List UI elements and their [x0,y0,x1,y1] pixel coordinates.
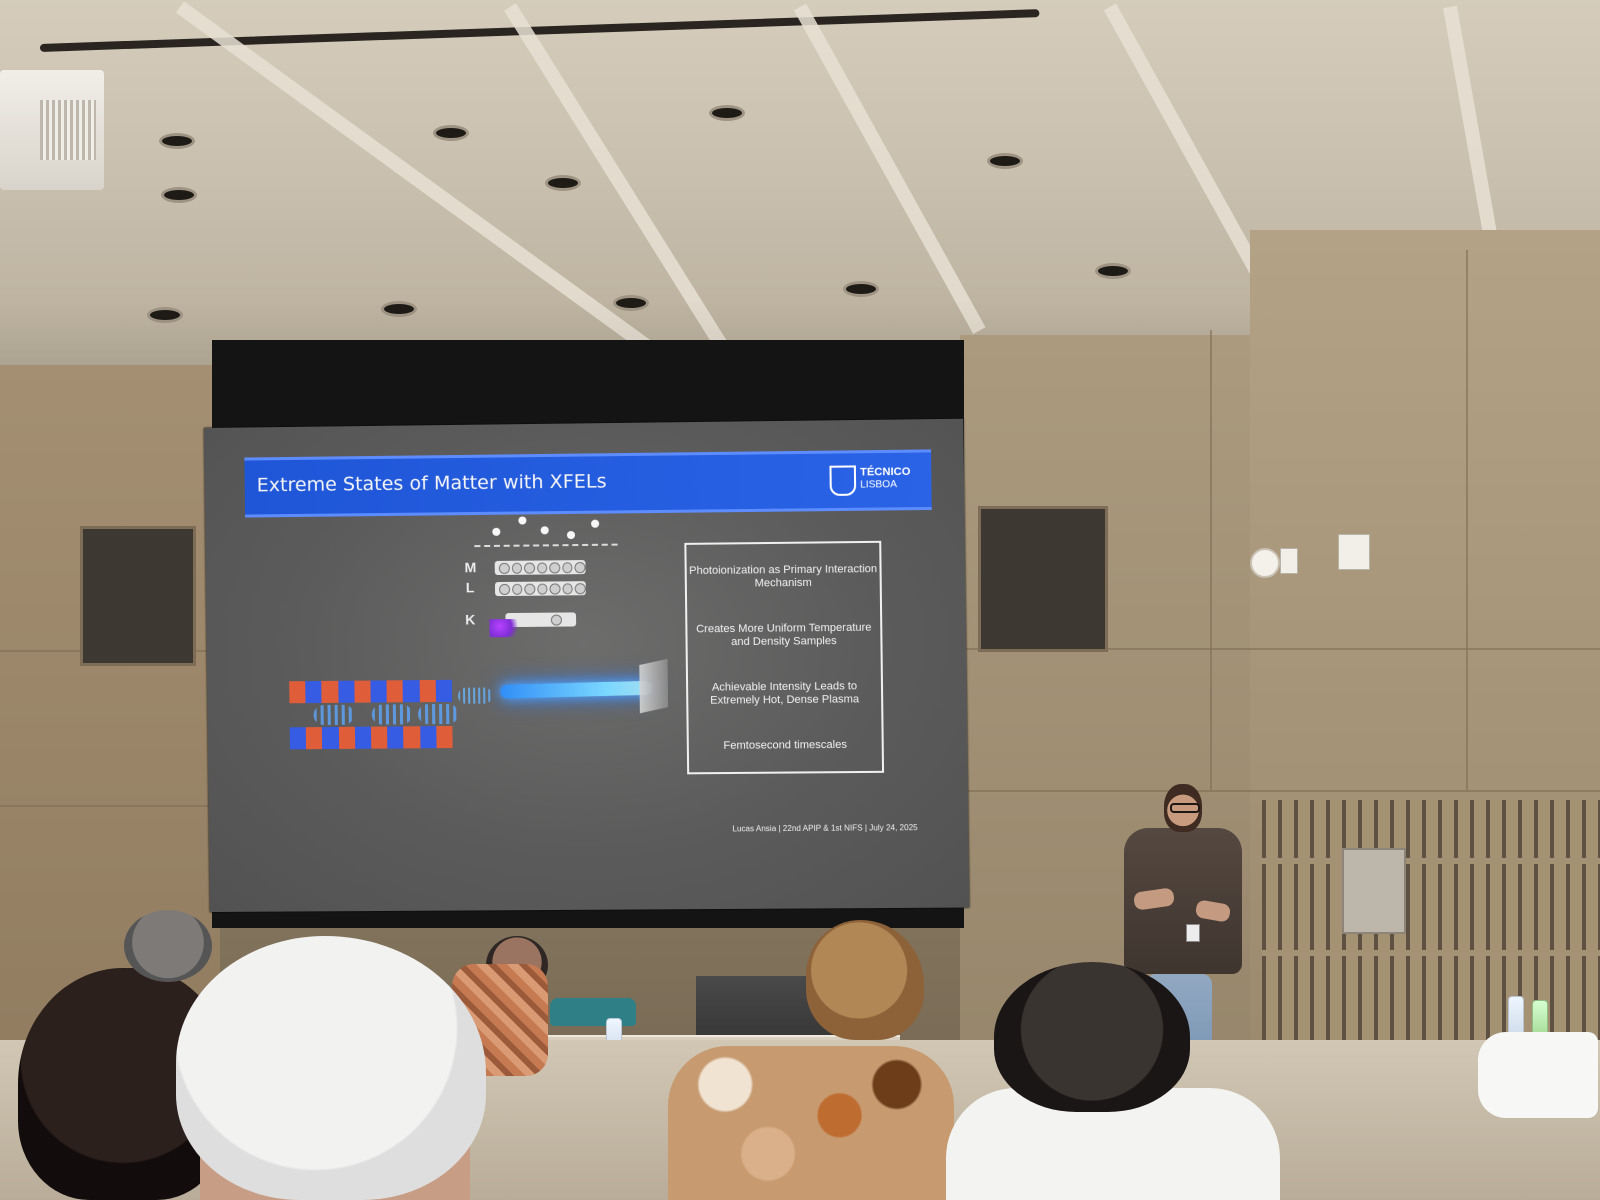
bullet-text: Achievable Intensity Leads to Extremely … [710,680,860,707]
target-sample [639,658,669,714]
electron-circle [511,562,523,574]
ceiling-light [548,178,578,188]
wall-device [1280,548,1298,574]
bullet-box: Photoionization as Primary Interaction M… [684,540,885,775]
wall-clock [1250,548,1280,578]
electron-circle [524,562,535,574]
electron-dot [540,526,549,535]
wave-icon [313,704,354,726]
bullet-text: Creates More Uniform Temperature and Den… [696,621,872,649]
electron-circle [574,561,586,573]
wall-panel-line [1210,330,1212,790]
undulator-bottom-row [289,725,453,750]
wave-icon [417,703,459,725]
xray-wave-icon [457,687,493,704]
xray-photon-icon [489,618,524,638]
audience-member-grey-hair [124,910,212,982]
presenter-badge [1186,924,1200,942]
shell-label-k: K [465,611,476,628]
undulator-diagram [289,674,459,750]
wave-icon [371,704,413,725]
electron-circle [498,562,510,574]
slide-title: Extreme States of Matter with XFELs [256,470,607,497]
ceiling [0,0,1600,418]
undulator-top-row [289,679,453,704]
electron-dot [566,530,576,540]
ceiling-beam [1443,5,1503,265]
electron-circle [498,583,510,595]
audience-member-curly-hair [806,920,924,1040]
wall-control-panel [1342,848,1406,934]
wall-speaker-right [978,506,1108,652]
electron-circle [562,582,574,594]
electron-circle [511,583,523,595]
electron-circle [536,561,548,574]
ceiling-light [990,156,1020,166]
electron-shell-m [494,560,586,576]
logo-text-secondary: LISBOA [860,479,898,491]
glasses-icon [1170,803,1200,813]
ceiling-beam [793,3,986,335]
projector-vent [40,100,96,160]
vacuum-level-line [474,543,618,548]
electron-circle [550,614,563,626]
logo-text-primary: TÉCNICO [859,465,911,479]
shield-icon [829,465,857,496]
wall-panel-line [1466,250,1468,790]
wall-speaker-left [80,526,196,666]
wall-panel-line [960,790,1600,792]
wall-device [1338,534,1370,570]
electron-circle [524,583,536,595]
wall-panel-line [0,805,220,807]
electron-dot [492,527,501,536]
wall-slats [1262,800,1600,1040]
electron-circle [575,582,586,594]
audience-member-right [1478,1032,1598,1118]
projector [0,70,104,190]
slide-footer: Lucas Ansia | 22nd APIP & 1st NIFS | Jul… [732,823,918,834]
ceiling-light [1098,266,1128,276]
chair [550,998,636,1026]
ceiling-light [616,298,646,308]
ceiling-light [162,136,192,146]
xray-beam [500,680,652,699]
ceiling-light [846,284,876,294]
electron-dot [518,516,527,525]
bullet-text: Photoionization as Primary Interaction M… [689,563,878,590]
wall-panel-line [960,648,1600,650]
bullet-text: Femtosecond timescales [723,738,848,752]
ceiling-light [712,108,742,118]
audience-member-dark-hair [994,962,1190,1112]
projection-screen: Extreme States of Matter with XFELs TÉCN… [204,418,970,913]
electron-circle [549,582,561,595]
electron-shell-l [494,581,586,597]
electron-circle [537,583,548,595]
electron-circle [549,561,561,573]
audience-member-white-hair [176,936,486,1200]
electron-dot [591,519,600,528]
ceiling-light [384,304,414,314]
ceiling-light [164,190,194,200]
slide-header: Extreme States of Matter with XFELs TÉCN… [244,449,932,518]
electron-circle [562,561,573,573]
audience-member-patterned-shirt [668,1046,954,1200]
shell-label-m: M [464,559,477,576]
shell-label-l: L [465,579,475,596]
ceiling-light [150,310,180,320]
ceiling-light [436,128,466,138]
tecnico-logo: TÉCNICO LISBOA [829,461,923,496]
